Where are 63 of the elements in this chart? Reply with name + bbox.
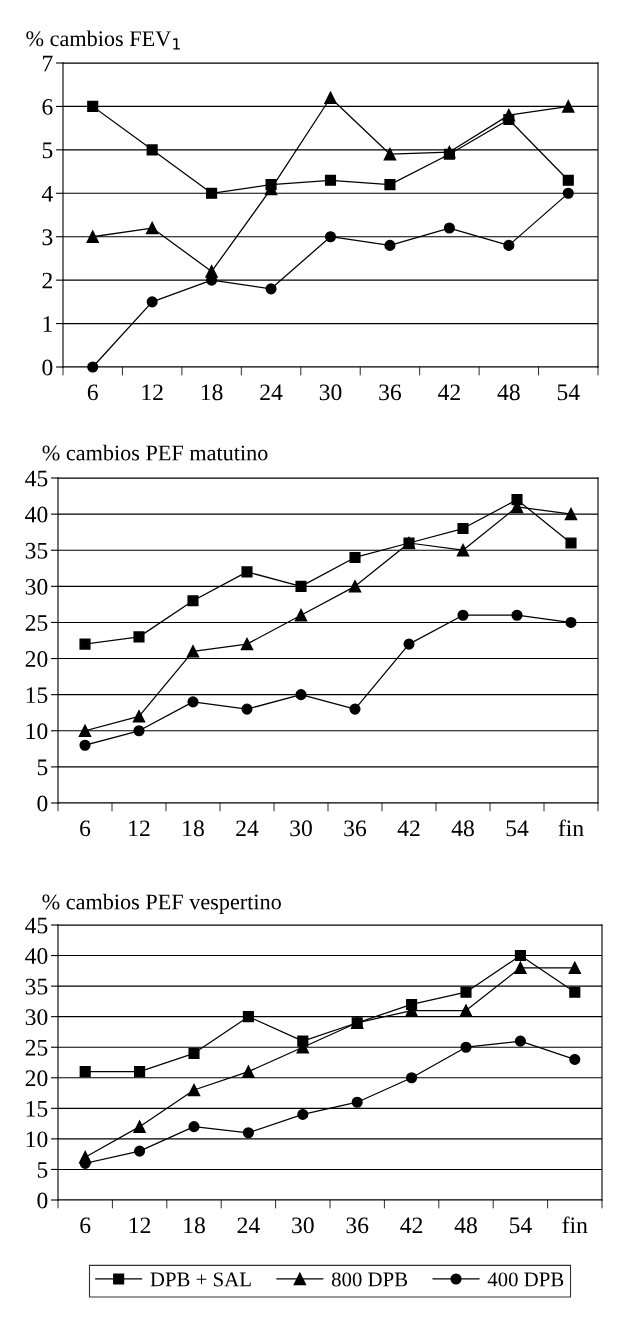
y-tick-label: 10 [26,1131,48,1148]
x-tick-label: 30 [292,1217,314,1234]
y-tick-label: 6 [42,98,53,115]
y-tick-label: 20 [25,651,48,667]
x-tick-label: 48 [497,384,520,401]
x-tick-label: 18 [183,820,204,837]
y-tick-label: 35 [25,542,48,559]
x-tick-label: 48 [451,820,474,837]
x-tick-label: 12 [129,820,150,837]
y-tick-label: 5 [42,142,53,159]
y-tick-label: 10 [26,723,48,740]
x-tick-label: 12 [129,1217,151,1234]
x-tick-label: 30 [290,820,312,837]
y-tick-label: 3 [42,229,53,246]
y-tick-label: 35 [25,978,48,995]
y-tick-label: 0 [42,359,53,376]
y-tick-label: 0 [37,1192,48,1209]
x-tick-label: 36 [346,1217,369,1234]
legend-label: 400 DPB [487,1272,564,1287]
x-tick-label: 54 [506,820,529,837]
x-tick-label: 18 [201,384,223,401]
y-tick-label: 15 [26,687,48,704]
y-tick-label: 0 [37,795,48,812]
y-tick-label: 25 [25,615,48,631]
chart-title: % cambios PEF matutino [42,444,268,461]
legend-label: 800 DPB [331,1272,408,1287]
x-tick-label: 48 [454,1217,477,1234]
x-tick-label: fin [558,819,584,837]
chart-title: % cambios FEV$_{1}$ [26,30,180,50]
y-tick-label: 15 [26,1100,48,1117]
x-tick-label: 24 [260,384,283,401]
y-tick-label: 30 [25,1009,48,1026]
x-tick-label: 6 [80,1217,91,1234]
x-tick-label: 24 [236,820,259,837]
y-tick-label: 7 [43,55,53,72]
x-tick-label: 6 [80,820,91,837]
x-tick-label: 42 [397,820,420,837]
x-tick-label: 30 [319,384,342,401]
y-tick-label: 2 [42,272,52,289]
x-tick-label: 24 [237,1217,260,1234]
x-tick-label: 6 [87,384,98,401]
legend-label: DPB + SAL [150,1272,251,1287]
x-tick-label: 42 [438,384,460,401]
x-tick-label: 18 [184,1217,205,1234]
x-tick-label: 54 [557,384,580,401]
x-tick-label: fin [562,1216,588,1234]
y-tick-label: 25 [25,1039,48,1056]
y-tick-label: 40 [25,948,48,964]
y-tick-label: 5 [37,759,48,776]
y-tick-label: 5 [37,1162,48,1178]
y-tick-label: 4 [41,185,53,202]
x-tick-label: 36 [344,820,367,837]
x-tick-label: 42 [400,1217,423,1234]
x-tick-label: 12 [142,384,163,401]
y-tick-label: 30 [25,578,48,595]
y-tick-label: 45 [25,917,48,934]
y-tick-label: 1 [43,316,52,332]
x-tick-label: 36 [379,384,402,401]
chart-title: % cambios PEF vespertino [42,893,281,914]
x-tick-label: 54 [509,1217,532,1234]
y-tick-label: 40 [25,506,48,523]
y-tick-label: 45 [25,470,48,487]
y-tick-label: 20 [25,1070,48,1087]
